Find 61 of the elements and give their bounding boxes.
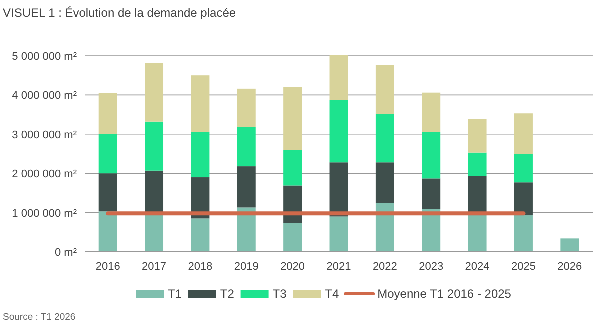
x-tick-label: 2017 — [142, 261, 167, 273]
y-tick-label: 3 000 000 m² — [12, 129, 78, 142]
source-note: Source : T1 2026 — [3, 312, 76, 323]
bar — [376, 203, 394, 252]
bar — [284, 223, 302, 252]
legend-label: T4 — [325, 287, 340, 301]
bar — [237, 208, 256, 252]
legend-label: T2 — [220, 287, 235, 301]
legend-label: T3 — [272, 287, 288, 301]
bar — [330, 55, 348, 100]
bar — [237, 166, 256, 208]
bar — [376, 114, 394, 163]
bar — [330, 162, 348, 217]
bar — [514, 182, 533, 216]
x-tick-label: 2020 — [280, 261, 306, 273]
legend-label: Moyenne T1 2016 - 2025 — [378, 287, 512, 301]
y-tick-label: 4 000 000 m² — [12, 90, 78, 102]
x-tick-label: 2019 — [234, 261, 259, 273]
bar — [422, 92, 441, 132]
chart-title: VISUEL 1 : Évolution de la demande placée — [3, 6, 236, 20]
bar — [145, 214, 164, 252]
legend-label: T1 — [168, 287, 182, 301]
bar — [191, 76, 210, 132]
bar — [191, 218, 210, 252]
bar — [330, 216, 348, 252]
x-tick-label: 2018 — [188, 261, 213, 273]
bar — [468, 120, 487, 153]
bar — [145, 122, 164, 171]
bar — [98, 174, 118, 212]
bar — [98, 134, 118, 174]
bar — [191, 132, 210, 178]
bar — [98, 93, 118, 134]
y-tick-label: 0 m² — [55, 247, 78, 259]
bar — [145, 63, 164, 122]
x-tick-label: 2025 — [511, 261, 536, 273]
bar — [330, 100, 348, 163]
x-tick-label: 2026 — [558, 261, 582, 273]
x-tick-label: 2021 — [326, 261, 352, 273]
bar — [514, 114, 533, 154]
bar — [514, 154, 533, 183]
x-tick-label: 2022 — [372, 261, 398, 273]
bar — [376, 65, 394, 114]
x-tick-label: 2024 — [465, 261, 490, 273]
y-tick-label: 1 000 000 m² — [12, 208, 78, 220]
bar — [284, 150, 302, 186]
y-tick-label: 2 000 000 m² — [12, 168, 78, 181]
bar — [468, 152, 487, 176]
bar — [284, 87, 302, 150]
bar — [376, 162, 394, 203]
bar — [468, 216, 487, 252]
y-tick-label: 5 000 000 m² — [12, 51, 78, 63]
x-tick-label: 2016 — [96, 261, 120, 273]
bar — [98, 212, 118, 252]
bar — [237, 127, 256, 167]
bar — [560, 238, 580, 252]
bar — [191, 178, 210, 219]
bar — [422, 178, 441, 210]
bar — [514, 216, 533, 252]
bar — [422, 132, 441, 179]
x-tick-label: 2023 — [419, 261, 444, 273]
bar — [237, 88, 256, 128]
